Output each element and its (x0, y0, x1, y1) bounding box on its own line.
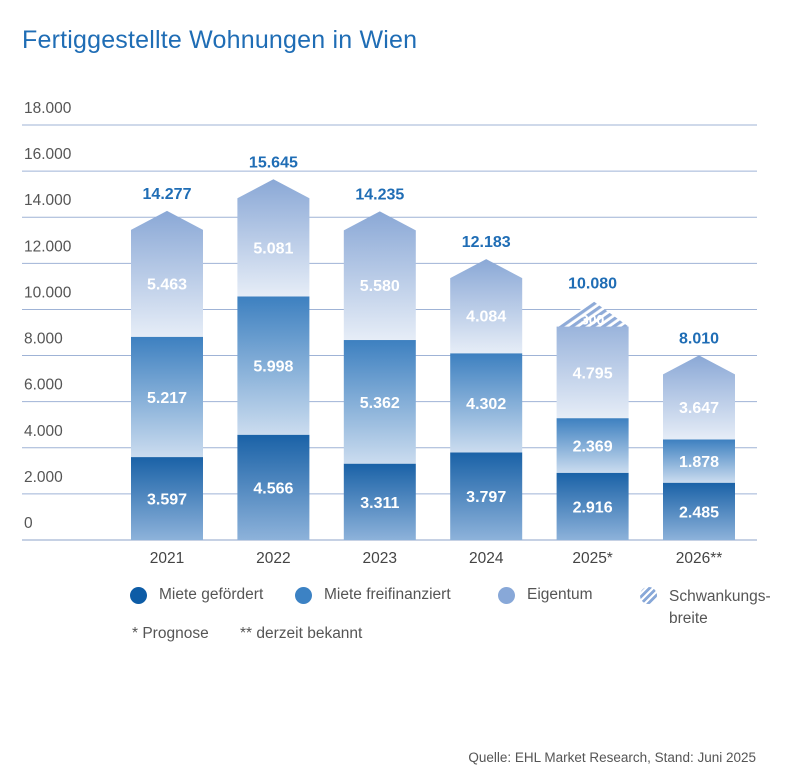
bar-segment (663, 355, 735, 440)
x-tick-label: 2023 (363, 550, 397, 567)
segment-value-label: 3.597 (147, 492, 187, 509)
y-tick-label: 16.000 (24, 146, 72, 163)
bar-segment (663, 482, 735, 540)
x-tick-label: 2021 (150, 550, 184, 567)
bar-segment (343, 211, 416, 341)
bar-segment (237, 296, 310, 435)
segment-value-label: 5.362 (360, 395, 400, 412)
bar-segment (237, 179, 310, 297)
bar-segment (131, 457, 203, 540)
segment-value-label: 5.998 (253, 359, 293, 376)
y-tick-label: 10.000 (24, 284, 72, 301)
legend-item-miete-freifinanziert: Miete freifinanziert (295, 586, 451, 604)
y-tick-label: 14.000 (24, 192, 72, 209)
bar-segment (131, 210, 203, 337)
y-tick-label: 2.000 (24, 469, 63, 486)
bar-segment (556, 418, 629, 473)
total-label: 10.080 (568, 276, 617, 293)
bar-segment (450, 259, 523, 354)
segment-value-label: 2.916 (573, 499, 613, 516)
total-label: 14.235 (355, 186, 404, 203)
range-segment (556, 300, 629, 327)
legend-label-cont: breite (669, 610, 708, 627)
legend-item-schwankungsbreite: Schwankungs-breite (640, 586, 771, 630)
x-tick-label: 2026** (676, 550, 723, 567)
segment-value-label: 5.081 (253, 240, 293, 257)
note-derzeit-bekannt: ** derzeit bekannt (240, 625, 363, 642)
bar-segment (450, 353, 523, 453)
segment-value-label: 5.217 (147, 390, 187, 407)
source-note: Quelle: EHL Market Research, Stand: Juni… (468, 750, 756, 765)
x-tick-label: 2024 (469, 550, 504, 567)
bar-segment (131, 336, 203, 458)
x-tick-label: 2025* (572, 550, 613, 567)
segment-value-label: 4.566 (253, 480, 293, 497)
range-value-label: 300 (581, 312, 605, 328)
total-label: 8.010 (679, 330, 719, 347)
total-label: 15.645 (249, 154, 298, 171)
legend-label: Miete gefördert (159, 586, 264, 603)
y-tick-label: 4.000 (24, 423, 63, 440)
legend-item-eigentum: Eigentum (498, 586, 592, 604)
total-label: 12.183 (462, 234, 511, 251)
bar-segment (343, 340, 416, 464)
segment-value-label: 4.795 (573, 365, 613, 382)
x-tick-label: 2022 (256, 550, 290, 567)
legend-dot-icon (295, 587, 312, 604)
y-tick-label: 18.000 (24, 100, 72, 117)
y-tick-label: 6.000 (24, 377, 63, 394)
bar-segment (556, 307, 629, 419)
note-prognose: * Prognose (132, 625, 209, 642)
segment-value-label: 2.485 (679, 504, 719, 521)
y-tick-label: 8.000 (24, 331, 63, 348)
legend-dot-icon (498, 587, 515, 604)
bar-segment (663, 439, 735, 483)
legend-label: Eigentum (527, 586, 593, 603)
bar-segment (450, 452, 523, 540)
segment-value-label: 2.369 (573, 438, 613, 455)
total-label: 14.277 (143, 186, 192, 203)
segment-value-label: 5.463 (147, 276, 187, 293)
bar-segment (237, 434, 310, 540)
chart-title: Fertiggestellte Wohnungen in Wien (22, 26, 418, 54)
segment-value-label: 3.311 (360, 495, 399, 512)
segment-value-label: 5.580 (360, 278, 400, 295)
segment-value-label: 3.797 (466, 489, 506, 506)
legend-label: Schwankungs- (669, 588, 771, 605)
segment-value-label: 4.084 (466, 309, 506, 326)
y-tick-label: 12.000 (24, 238, 72, 255)
bar-segment (343, 463, 416, 540)
bar-segment (556, 472, 629, 540)
legend-hatch-icon (640, 587, 657, 604)
segment-value-label: 1.878 (679, 454, 719, 471)
legend-dot-icon (130, 587, 147, 604)
y-tick-label: 0 (24, 515, 33, 532)
segment-value-label: 4.302 (466, 396, 506, 413)
segment-value-label: 3.647 (679, 400, 719, 417)
legend-label: Miete freifinanziert (324, 586, 451, 603)
legend-item-miete-gefoerdert: Miete gefördert (130, 586, 263, 604)
